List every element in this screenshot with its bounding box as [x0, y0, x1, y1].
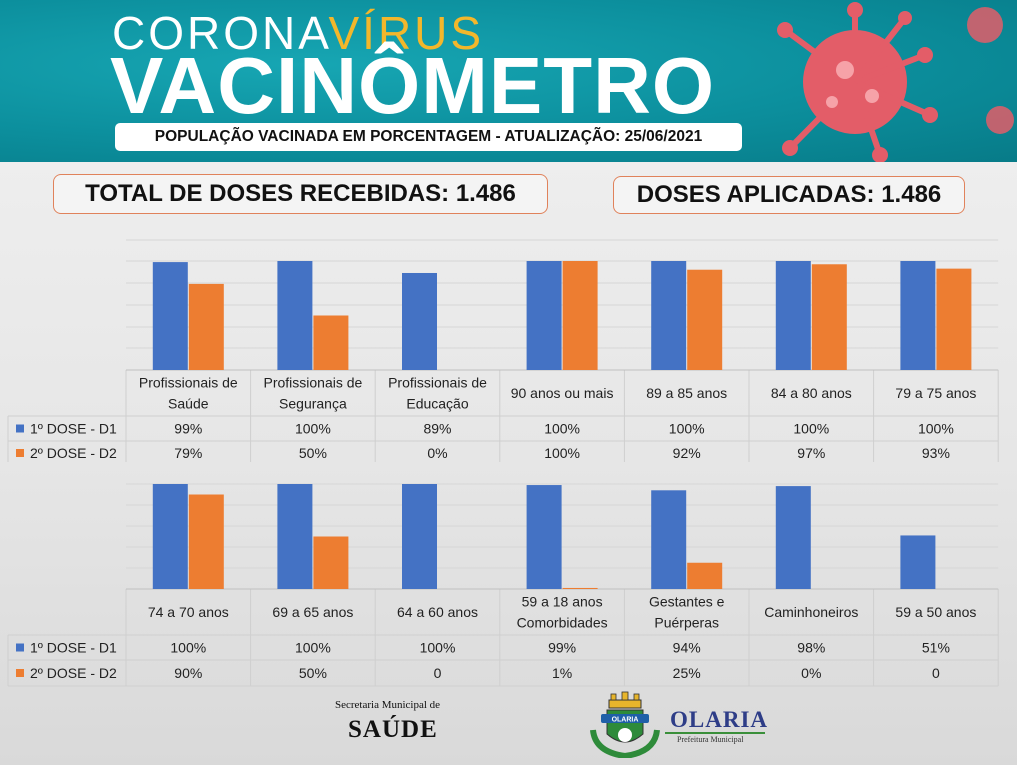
dose1-value: 100% — [669, 421, 705, 437]
dose2-value: 0 — [932, 665, 940, 681]
page-title: VACINÔMETRO — [110, 41, 716, 130]
category-label: 64 a 60 anos — [397, 604, 478, 620]
coat-badge-text: OLARIA — [612, 717, 639, 724]
dose2-value: 50% — [299, 445, 327, 461]
dose2-value: 0 — [434, 665, 442, 681]
chart-bottom: 74 a 70 anos 100% 90% 69 a 65 anos 100% 50% 64… — [7, 483, 999, 687]
bar-dose1 — [900, 535, 936, 589]
doses-applied: DOSES APLICADAS: 1.486 — [613, 176, 965, 214]
dose2-value: 1% — [552, 665, 572, 681]
secretaria-label: Secretaria Municipal de — [335, 699, 441, 711]
bar-dose1 — [651, 490, 687, 589]
legend-key-dose1 — [16, 424, 24, 433]
dose1-value: 100% — [295, 421, 331, 437]
dose2-value: 0% — [427, 445, 447, 461]
dose2-value: 0% — [801, 665, 821, 681]
category-label: Segurança — [279, 396, 347, 412]
category-label: Profissionais de — [139, 375, 238, 391]
bar-dose2 — [811, 264, 847, 370]
category-label: 59 a 18 anos — [522, 594, 603, 610]
bar-dose2 — [313, 315, 349, 370]
olaria-name: OLARIA — [670, 707, 769, 732]
title-corona: CORONAVÍRUS — [112, 7, 485, 59]
bar-dose1 — [402, 272, 437, 370]
bar-dose2 — [188, 283, 224, 370]
legend-label-dose2: 2º DOSE - D2 — [30, 445, 117, 461]
bar-dose1 — [651, 261, 687, 370]
bar-dose1 — [900, 261, 936, 370]
legend-key-dose1 — [16, 643, 24, 652]
chart-top: Profissionais de Saúde 99% 79% Profissionais… — [7, 239, 999, 462]
category-label: Saúde — [168, 396, 209, 412]
dose2-value: 97% — [797, 445, 825, 461]
dose1-value: 100% — [793, 421, 829, 437]
bar-dose1 — [277, 261, 313, 370]
category-label: Gestantes e — [649, 594, 725, 610]
category-label: 90 anos ou mais — [511, 385, 614, 401]
dose1-value: 99% — [174, 421, 202, 437]
category-label: Profissionais de — [263, 375, 362, 391]
dose2-value: 92% — [673, 445, 701, 461]
bar-dose2 — [687, 269, 723, 370]
dose1-value: 98% — [797, 640, 825, 656]
legend-label-dose2: 2º DOSE - D2 — [30, 665, 117, 681]
dose1-value: 100% — [170, 640, 206, 656]
bar-dose1 — [152, 262, 188, 370]
legend-label-dose1: 1º DOSE - D1 — [30, 640, 117, 656]
category-label: 69 a 65 anos — [272, 604, 353, 620]
bar-dose1 — [775, 486, 811, 589]
bar-dose1 — [402, 484, 437, 589]
bar-dose2 — [687, 562, 723, 589]
dose2-value: 90% — [174, 665, 202, 681]
category-label: Educação — [406, 396, 468, 412]
dose1-value: 100% — [295, 640, 331, 656]
dose2-value: 93% — [922, 445, 950, 461]
olaria-coat-of-arms: OLARIA — [585, 690, 665, 760]
bar-dose2 — [188, 494, 224, 589]
dose1-value: 89% — [423, 421, 451, 437]
dose2-value: 50% — [299, 665, 327, 681]
dose1-value: 51% — [922, 640, 950, 656]
update-subtitle: POPULAÇÃO VACINADA EM PORCENTAGEM - ATUA… — [115, 123, 742, 151]
dose2-value: 100% — [544, 445, 580, 461]
bar-dose1 — [277, 484, 313, 589]
bar-dose1 — [152, 484, 188, 589]
legend-label-dose1: 1º DOSE - D1 — [30, 421, 117, 437]
category-label: 89 a 85 anos — [646, 385, 727, 401]
header-banner: CORONAVÍRUS VACINÔMETRO POPULAÇÃO VACINA… — [0, 0, 1017, 162]
category-label: 74 a 70 anos — [148, 604, 229, 620]
legend-key-dose2 — [16, 449, 24, 457]
bar-dose1 — [526, 485, 562, 589]
bar-dose2 — [936, 268, 972, 370]
total-doses-received: TOTAL DE DOSES RECEBIDAS: 1.486 — [53, 174, 548, 214]
bar-dose2 — [562, 261, 598, 370]
dose2-value: 79% — [174, 445, 202, 461]
bar-dose1 — [526, 261, 562, 370]
category-label: Profissionais de — [388, 375, 487, 391]
category-label: 79 a 75 anos — [895, 385, 976, 401]
olaria-divider — [665, 732, 765, 734]
bar-dose1 — [775, 261, 811, 370]
dose1-value: 100% — [918, 421, 954, 437]
legend-key-dose2 — [16, 669, 24, 677]
bar-dose2 — [562, 587, 598, 589]
category-label: 59 a 50 anos — [895, 604, 976, 620]
bar-dose2 — [313, 536, 349, 589]
dose1-value: 99% — [548, 640, 576, 656]
dose2-value: 25% — [673, 665, 701, 681]
category-label: 84 a 80 anos — [771, 385, 852, 401]
category-label: Caminhoneiros — [764, 604, 858, 620]
dose1-value: 94% — [673, 640, 701, 656]
category-label: Comorbidades — [517, 615, 608, 631]
dose1-value: 100% — [544, 421, 580, 437]
saude-label: SAÚDE — [348, 716, 438, 743]
prefeitura-label: Prefeitura Municipal — [677, 735, 744, 744]
category-label: Puérperas — [654, 615, 719, 631]
dose1-value: 100% — [420, 640, 456, 656]
